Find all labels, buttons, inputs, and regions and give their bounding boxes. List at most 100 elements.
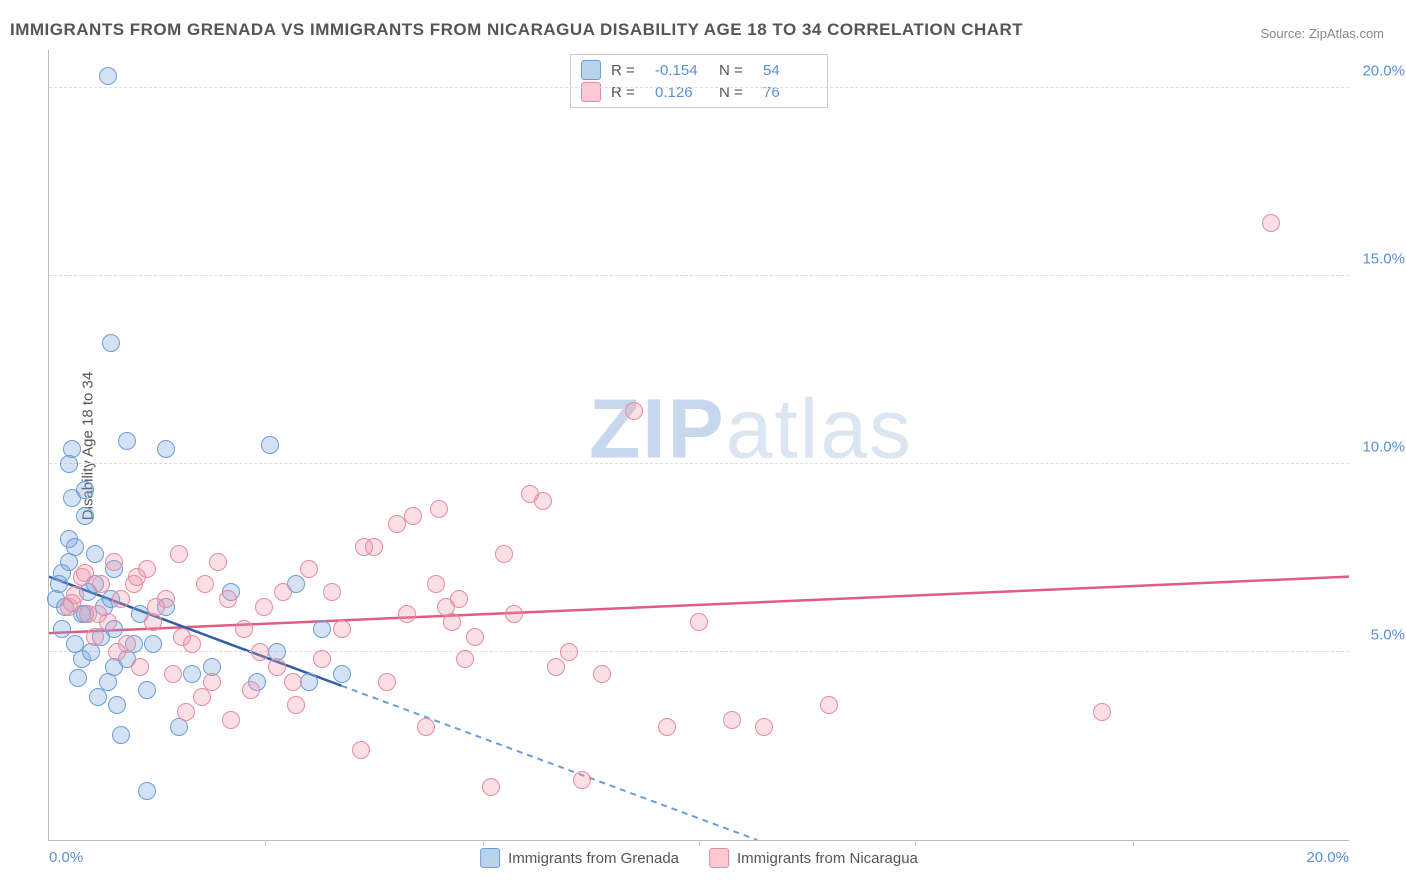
data-point	[144, 635, 162, 653]
data-point	[466, 628, 484, 646]
data-point	[144, 613, 162, 631]
data-point	[157, 440, 175, 458]
legend-row-nicaragua: R = 0.126 N = 76	[581, 81, 817, 103]
source-attribution: Source: ZipAtlas.com	[1260, 26, 1384, 41]
y-tick-label: 10.0%	[1353, 438, 1405, 455]
data-point	[560, 643, 578, 661]
data-point	[251, 643, 269, 661]
data-point	[209, 553, 227, 571]
data-point	[573, 771, 591, 789]
data-point	[723, 711, 741, 729]
data-point	[313, 620, 331, 638]
data-point	[170, 545, 188, 563]
data-point	[128, 568, 146, 586]
data-point	[164, 665, 182, 683]
data-point	[63, 594, 81, 612]
data-point	[495, 545, 513, 563]
correlation-legend-box: R = -0.154 N = 54 R = 0.126 N = 76	[570, 54, 828, 108]
data-point	[333, 665, 351, 683]
data-point	[53, 620, 71, 638]
data-point	[352, 741, 370, 759]
x-tick-label: 20.0%	[1306, 849, 1349, 866]
data-point	[300, 560, 318, 578]
data-point	[235, 620, 253, 638]
data-point	[287, 696, 305, 714]
data-point	[482, 778, 500, 796]
data-point	[690, 613, 708, 631]
data-point	[274, 583, 292, 601]
data-point	[131, 658, 149, 676]
scatter-plot: ZIPatlas R = -0.154 N = 54 R = 0.126 N =…	[48, 50, 1349, 841]
data-point	[222, 711, 240, 729]
swatch-icon	[709, 848, 729, 868]
legend-item-grenada: Immigrants from Grenada	[480, 848, 679, 868]
data-point	[99, 67, 117, 85]
data-point	[102, 334, 120, 352]
data-point	[333, 620, 351, 638]
x-minor-tick	[699, 840, 700, 846]
data-point	[183, 665, 201, 683]
n-value: 54	[763, 62, 817, 79]
x-minor-tick	[915, 840, 916, 846]
swatch-icon	[581, 82, 601, 102]
gridline	[49, 463, 1349, 464]
gridline	[49, 275, 1349, 276]
x-minor-tick	[483, 840, 484, 846]
legend-row-grenada: R = -0.154 N = 54	[581, 59, 817, 81]
data-point	[112, 726, 130, 744]
data-point	[173, 628, 191, 646]
data-point	[177, 703, 195, 721]
n-label: N =	[719, 62, 753, 79]
data-point	[450, 590, 468, 608]
data-point	[755, 718, 773, 736]
data-point	[76, 564, 94, 582]
swatch-icon	[581, 60, 601, 80]
data-point	[86, 628, 104, 646]
y-tick-label: 15.0%	[1353, 250, 1405, 267]
data-point	[219, 590, 237, 608]
trend-lines	[49, 50, 1349, 840]
data-point	[820, 696, 838, 714]
data-point	[505, 605, 523, 623]
data-point	[323, 583, 341, 601]
data-point	[378, 673, 396, 691]
chart-title: IMMIGRANTS FROM GRENADA VS IMMIGRANTS FR…	[10, 20, 1023, 40]
data-point	[89, 688, 107, 706]
data-point	[430, 500, 448, 518]
data-point	[268, 658, 286, 676]
legend-label: Immigrants from Nicaragua	[737, 850, 918, 867]
data-point	[69, 669, 87, 687]
data-point	[404, 507, 422, 525]
legend-item-nicaragua: Immigrants from Nicaragua	[709, 848, 918, 868]
data-point	[105, 553, 123, 571]
data-point	[112, 590, 130, 608]
data-point	[398, 605, 416, 623]
gridline	[49, 651, 1349, 652]
data-point	[108, 696, 126, 714]
data-point	[1262, 214, 1280, 232]
legend-label: Immigrants from Grenada	[508, 850, 679, 867]
data-point	[193, 688, 211, 706]
data-point	[427, 575, 445, 593]
data-point	[443, 613, 461, 631]
x-tick-label: 0.0%	[49, 849, 83, 866]
data-point	[534, 492, 552, 510]
data-point	[76, 481, 94, 499]
data-point	[255, 598, 273, 616]
data-point	[138, 782, 156, 800]
data-point	[242, 681, 260, 699]
data-point	[66, 538, 84, 556]
data-point	[388, 515, 406, 533]
data-point	[1093, 703, 1111, 721]
x-minor-tick	[265, 840, 266, 846]
r-value: -0.154	[655, 62, 709, 79]
data-point	[147, 598, 165, 616]
gridline	[49, 87, 1349, 88]
data-point	[82, 643, 100, 661]
data-point	[86, 545, 104, 563]
data-point	[355, 538, 373, 556]
y-tick-label: 5.0%	[1353, 626, 1405, 643]
swatch-icon	[480, 848, 500, 868]
data-point	[92, 575, 110, 593]
data-point	[313, 650, 331, 668]
